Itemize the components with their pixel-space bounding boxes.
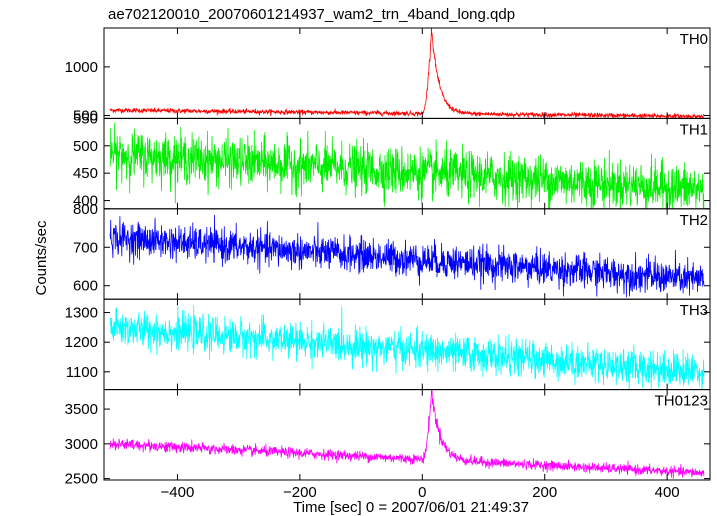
panel-th0123: 2500 3000 3500 TH0123: [65, 389, 711, 488]
y-axis-label: Counts/sec: [33, 220, 50, 296]
y-tick-label: 1300: [65, 305, 98, 322]
y-tick-label: 3500: [65, 401, 98, 418]
panel-frame: [103, 27, 711, 119]
panel-th3: 1100 1200 1300 TH3: [65, 298, 711, 391]
series-line-th1: [109, 122, 705, 209]
panel-label-th1: TH1: [680, 121, 708, 138]
y-tick-label: 2500: [65, 471, 98, 488]
panel-th2: 600 700 800 TH2: [73, 201, 711, 300]
series-line-th0123: [109, 389, 705, 479]
panel-label-th0123: TH0123: [655, 393, 708, 410]
series-line-th3: [109, 305, 705, 390]
x-tick-label: 400: [655, 484, 680, 501]
panel-th0: 500 1000 TH0: [65, 27, 711, 124]
panels: 5001000TH0400450500550TH1600700800TH2110…: [65, 27, 711, 488]
y-tick-label: 800: [73, 201, 98, 218]
panel-label-th0: TH0: [680, 31, 708, 48]
panel-label-th2: TH2: [680, 212, 708, 229]
y-tick-label: 550: [73, 110, 98, 127]
y-tick-label: 1000: [65, 59, 98, 76]
y-tick-label: 700: [73, 239, 98, 256]
y-tick-label: 500: [73, 138, 98, 155]
y-tick-label: 400: [73, 193, 98, 210]
y-tick-label: 1100: [66, 364, 98, 381]
chart-title: ae702120010_20070601214937_wam2_trn_4ban…: [108, 6, 515, 23]
y-tick-label: 1200: [65, 334, 98, 351]
x-tick-label: 200: [532, 484, 557, 501]
series-line-th2: [109, 214, 705, 298]
panel-frame: [103, 389, 711, 481]
x-axis-label: Time [sec] 0 = 2007/06/01 21:49:37: [293, 499, 529, 516]
x-axis-ticks: −400 −200 0 200 400: [161, 484, 680, 501]
x-tick-label: −400: [161, 484, 195, 501]
y-tick-label: 500: [73, 107, 98, 124]
panel-label-th3: TH3: [680, 302, 708, 319]
x-tick-label: −200: [283, 484, 317, 501]
series-line-th0: [109, 28, 705, 119]
y-tick-label: 450: [73, 165, 98, 182]
x-tick-label: 0: [418, 484, 426, 501]
y-tick-label: 3000: [65, 436, 98, 453]
y-tick-label: 600: [73, 278, 98, 295]
